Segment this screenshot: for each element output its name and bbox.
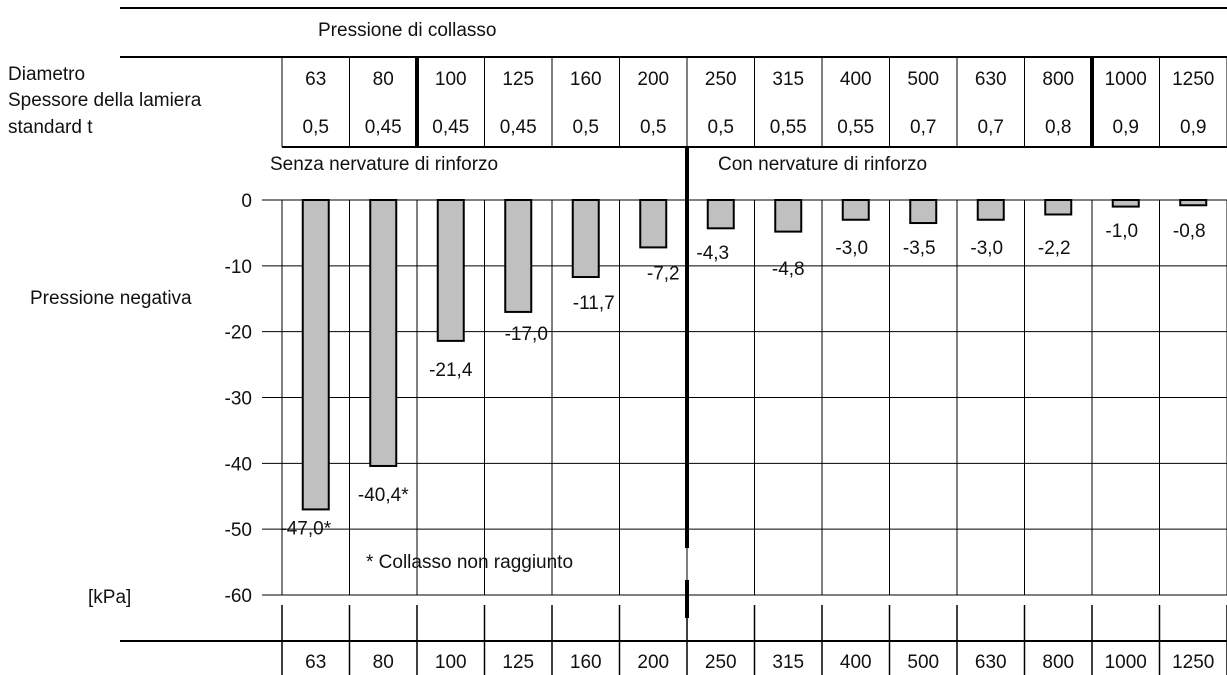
bottom-diameter-label: 1250 [1172,652,1214,673]
diameter-value: 1000 [1105,69,1147,90]
table-frame [120,7,1227,675]
value-label-160: -11,7 [573,293,615,314]
bar-63 [301,199,330,511]
bar-1000 [1111,199,1140,208]
diameter-value: 800 [1042,69,1074,90]
diameter-value: 400 [840,69,872,90]
footnote: * Collasso non raggiunto [366,552,573,573]
bottom-diameter-label: 800 [1042,652,1074,673]
bar-200 [639,199,668,249]
section-label-without-ribs: Senza nervature di rinforzo [270,154,498,175]
diameter-value: 100 [435,69,467,90]
bottom-diameter-label: 250 [705,652,737,673]
y-tick-label: -10 [225,257,252,278]
thickness-value: 0,5 [708,117,734,138]
bar-100 [436,199,465,342]
thickness-value: 0,45 [365,117,402,138]
thickness-value: 0,5 [303,117,329,138]
y-tick-label: -20 [225,323,252,344]
y-tick-label: -60 [225,586,252,607]
labels: Pressione di collasso Diametro Spessore … [8,20,1214,673]
value-label-1000: -1,0 [1105,221,1138,242]
y-tick-label: -30 [225,389,252,410]
bottom-diameter-label: 1000 [1105,652,1147,673]
diameter-value: 315 [772,69,804,90]
bottom-diameter-label: 500 [907,652,939,673]
value-label-63: -47,0* [280,518,331,539]
value-label-1250: -0,8 [1173,221,1206,242]
value-label-400: -3,0 [835,238,868,259]
y-tick-label: -40 [225,454,252,475]
value-label-100: -21,4 [429,360,473,381]
value-label-80: -40,4* [358,485,409,506]
y-axis-label: Pressione negativa [30,288,192,309]
bottom-diameter-label: 315 [772,652,804,673]
thickness-value: 0,9 [1113,117,1139,138]
diameter-value: 160 [570,69,602,90]
thickness-value: 0,7 [978,117,1004,138]
y-axis-unit: [kPa] [88,587,131,608]
y-tick-label: 0 [241,191,252,212]
bottom-diameter-label: 200 [637,652,669,673]
diameter-value: 125 [502,69,534,90]
thickness-value: 0,45 [500,117,537,138]
diameter-value: 200 [637,69,669,90]
section-label-with-ribs: Con nervature di rinforzo [718,154,927,175]
bar-630 [976,199,1005,221]
thickness-value: 0,9 [1180,117,1206,138]
thickness-value: 0,45 [432,117,469,138]
diameter-value: 80 [373,69,394,90]
y-tick-label: -50 [225,520,252,541]
diameter-value: 1250 [1172,69,1214,90]
value-label-250: -4,3 [696,243,729,264]
value-label-200: -7,2 [647,263,680,284]
bottom-diameter-label: 100 [435,652,467,673]
diameter-value: 500 [907,69,939,90]
bar-500 [909,199,938,225]
bar-315 [774,199,803,233]
bar-80 [369,199,398,467]
diameter-value: 630 [975,69,1007,90]
thickness-value: 0,8 [1045,117,1071,138]
thickness-value: 0,5 [573,117,599,138]
bar-250 [706,199,735,230]
bottom-diameter-label: 630 [975,652,1007,673]
bars [301,199,1208,511]
thickness-value: 0,5 [640,117,666,138]
bar-800 [1044,199,1073,216]
value-label-630: -3,0 [970,238,1003,259]
diameter-row-label: Diametro [8,64,85,85]
grid [262,199,1227,596]
bottom-diameter-label: 400 [840,652,872,673]
thickness-row-label-line2: standard t [8,117,93,138]
thickness-row-label-line1: Spessore della lamiera [8,90,202,111]
bar-125 [504,199,533,313]
value-label-500: -3,5 [903,238,936,259]
bottom-diameter-label: 80 [373,652,394,673]
bottom-diameter-label: 63 [305,652,326,673]
diameter-value: 250 [705,69,737,90]
bottom-diameter-label: 125 [502,652,534,673]
value-label-800: -2,2 [1038,238,1071,259]
bar-400 [841,199,870,221]
diameter-value: 63 [305,69,326,90]
thickness-value: 0,55 [837,117,874,138]
bottom-diameter-label: 160 [570,652,602,673]
bar-1250 [1179,199,1208,207]
thickness-value: 0,55 [770,117,807,138]
chart-title: Pressione di collasso [318,20,496,41]
value-label-315: -4,8 [772,259,805,280]
thickness-value: 0,7 [910,117,936,138]
bar-160 [571,199,600,279]
value-label-125: -17,0 [505,324,548,345]
